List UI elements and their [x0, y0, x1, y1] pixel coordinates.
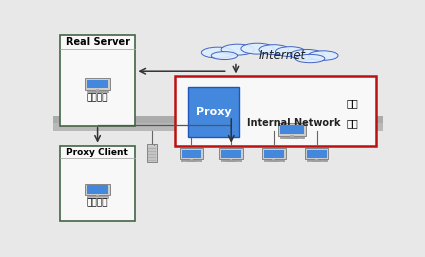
- Bar: [307, 150, 326, 158]
- Text: Internal Network: Internal Network: [247, 118, 340, 128]
- Bar: [148, 154, 156, 155]
- Bar: [183, 161, 187, 162]
- Bar: [103, 92, 107, 93]
- Bar: [272, 159, 275, 160]
- Text: Real Server: Real Server: [66, 37, 130, 47]
- Bar: [148, 160, 156, 161]
- Bar: [148, 148, 156, 150]
- Ellipse shape: [201, 47, 234, 58]
- Text: 内部主机: 内部主机: [87, 199, 108, 208]
- Bar: [280, 125, 304, 134]
- Bar: [279, 161, 283, 162]
- Bar: [148, 151, 156, 152]
- Text: 外部主机: 外部主机: [87, 93, 108, 102]
- Bar: [181, 160, 201, 161]
- Ellipse shape: [290, 49, 323, 60]
- Bar: [60, 146, 136, 221]
- Ellipse shape: [259, 45, 289, 54]
- Bar: [154, 145, 156, 146]
- Ellipse shape: [275, 47, 305, 57]
- Bar: [188, 87, 239, 137]
- Bar: [96, 195, 99, 196]
- Bar: [280, 137, 304, 138]
- Bar: [321, 161, 326, 162]
- Bar: [87, 185, 108, 194]
- Bar: [85, 183, 110, 195]
- Bar: [262, 148, 286, 159]
- Ellipse shape: [241, 43, 274, 54]
- Bar: [306, 160, 327, 161]
- Text: 主机: 主机: [347, 118, 359, 128]
- Bar: [190, 159, 193, 160]
- Bar: [87, 91, 108, 92]
- Bar: [53, 116, 382, 131]
- Bar: [230, 159, 232, 160]
- Bar: [315, 159, 318, 160]
- Bar: [87, 80, 108, 88]
- Bar: [222, 161, 226, 162]
- Bar: [181, 150, 201, 158]
- Ellipse shape: [295, 54, 325, 63]
- Bar: [96, 89, 99, 91]
- Bar: [85, 78, 110, 90]
- Bar: [265, 161, 269, 162]
- Text: Proxy Client: Proxy Client: [66, 148, 128, 157]
- Bar: [87, 196, 108, 198]
- Bar: [88, 92, 93, 93]
- Bar: [298, 138, 303, 139]
- Bar: [290, 135, 294, 137]
- Bar: [281, 138, 286, 139]
- Bar: [60, 35, 136, 126]
- Text: 管理: 管理: [347, 98, 359, 108]
- Ellipse shape: [211, 52, 238, 60]
- Bar: [148, 157, 156, 159]
- Bar: [221, 160, 241, 161]
- Bar: [219, 148, 243, 159]
- Bar: [180, 148, 203, 159]
- Bar: [175, 76, 376, 146]
- Bar: [196, 161, 200, 162]
- Text: Internet: Internet: [258, 49, 306, 62]
- Bar: [236, 161, 240, 162]
- Bar: [53, 116, 382, 123]
- Bar: [278, 123, 306, 135]
- Bar: [147, 144, 157, 162]
- Ellipse shape: [309, 51, 338, 60]
- Bar: [264, 150, 283, 158]
- Text: Proxy: Proxy: [196, 107, 232, 117]
- Bar: [305, 148, 329, 159]
- Ellipse shape: [221, 44, 254, 55]
- Bar: [221, 150, 241, 158]
- Bar: [308, 161, 312, 162]
- Bar: [264, 160, 284, 161]
